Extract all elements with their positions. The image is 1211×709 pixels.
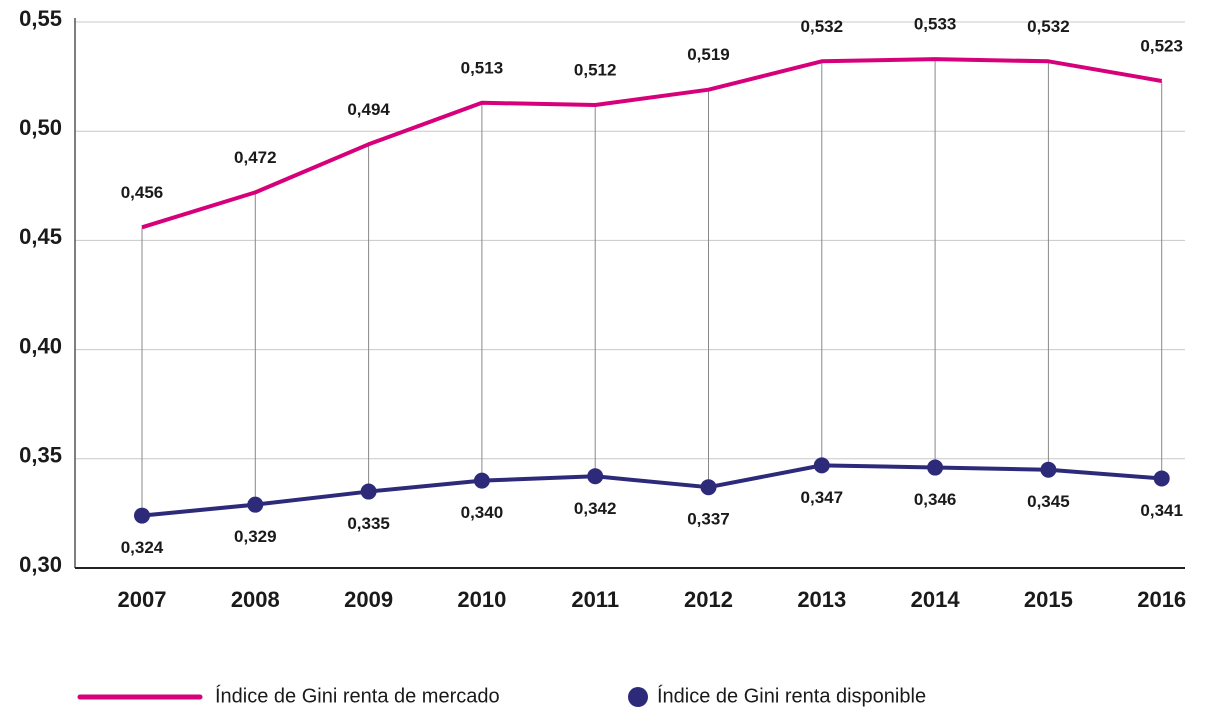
legend-swatch	[628, 687, 648, 707]
series-line	[141, 57, 1163, 230]
data-point	[700, 479, 717, 496]
data-point	[360, 483, 377, 500]
data-label: 0,345	[1027, 492, 1070, 511]
data-label: 0,513	[461, 58, 504, 77]
data-label: 0,335	[347, 514, 390, 533]
data-label: 0,532	[801, 17, 844, 36]
x-tick-label: 2013	[797, 587, 846, 612]
data-point	[813, 457, 830, 474]
data-label: 0,523	[1140, 36, 1183, 55]
x-tick-label: 2007	[118, 587, 167, 612]
data-label: 0,346	[914, 490, 957, 509]
x-tick-label: 2008	[231, 587, 280, 612]
y-tick-label: 0,55	[19, 6, 62, 31]
data-label: 0,340	[461, 503, 504, 522]
x-tick-label: 2015	[1024, 587, 1073, 612]
data-point	[1153, 470, 1170, 487]
y-tick-label: 0,45	[19, 224, 62, 249]
y-tick-label: 0,30	[19, 552, 62, 577]
y-tick-label: 0,50	[19, 115, 62, 140]
data-label: 0,324	[121, 538, 164, 557]
legend-label: Índice de Gini renta disponible	[657, 684, 926, 707]
data-label: 0,341	[1140, 501, 1183, 520]
x-tick-label: 2014	[911, 587, 961, 612]
data-label: 0,512	[574, 60, 617, 79]
data-label: 0,472	[234, 148, 277, 167]
y-tick-label: 0,40	[19, 333, 62, 358]
y-tick-label: 0,35	[19, 443, 62, 468]
data-label: 0,532	[1027, 17, 1070, 36]
data-point	[1040, 461, 1057, 478]
x-tick-label: 2012	[684, 587, 733, 612]
data-label: 0,342	[574, 499, 617, 518]
x-tick-label: 2010	[457, 587, 506, 612]
data-label: 0,533	[914, 15, 957, 34]
legend-label: Índice de Gini renta de mercado	[215, 684, 500, 707]
data-point	[473, 472, 490, 489]
data-point	[927, 459, 944, 476]
data-label: 0,456	[121, 183, 164, 202]
x-tick-label: 2011	[571, 587, 619, 612]
x-tick-label: 2016	[1137, 587, 1186, 612]
x-tick-label: 2009	[344, 587, 393, 612]
data-label: 0,519	[687, 45, 730, 64]
data-label: 0,329	[234, 527, 277, 546]
series-line	[141, 463, 1162, 518]
data-label: 0,494	[347, 100, 390, 119]
data-point	[247, 496, 264, 513]
data-label: 0,347	[801, 488, 844, 507]
data-point	[587, 468, 604, 485]
data-point	[134, 507, 150, 524]
data-label: 0,337	[687, 510, 730, 529]
